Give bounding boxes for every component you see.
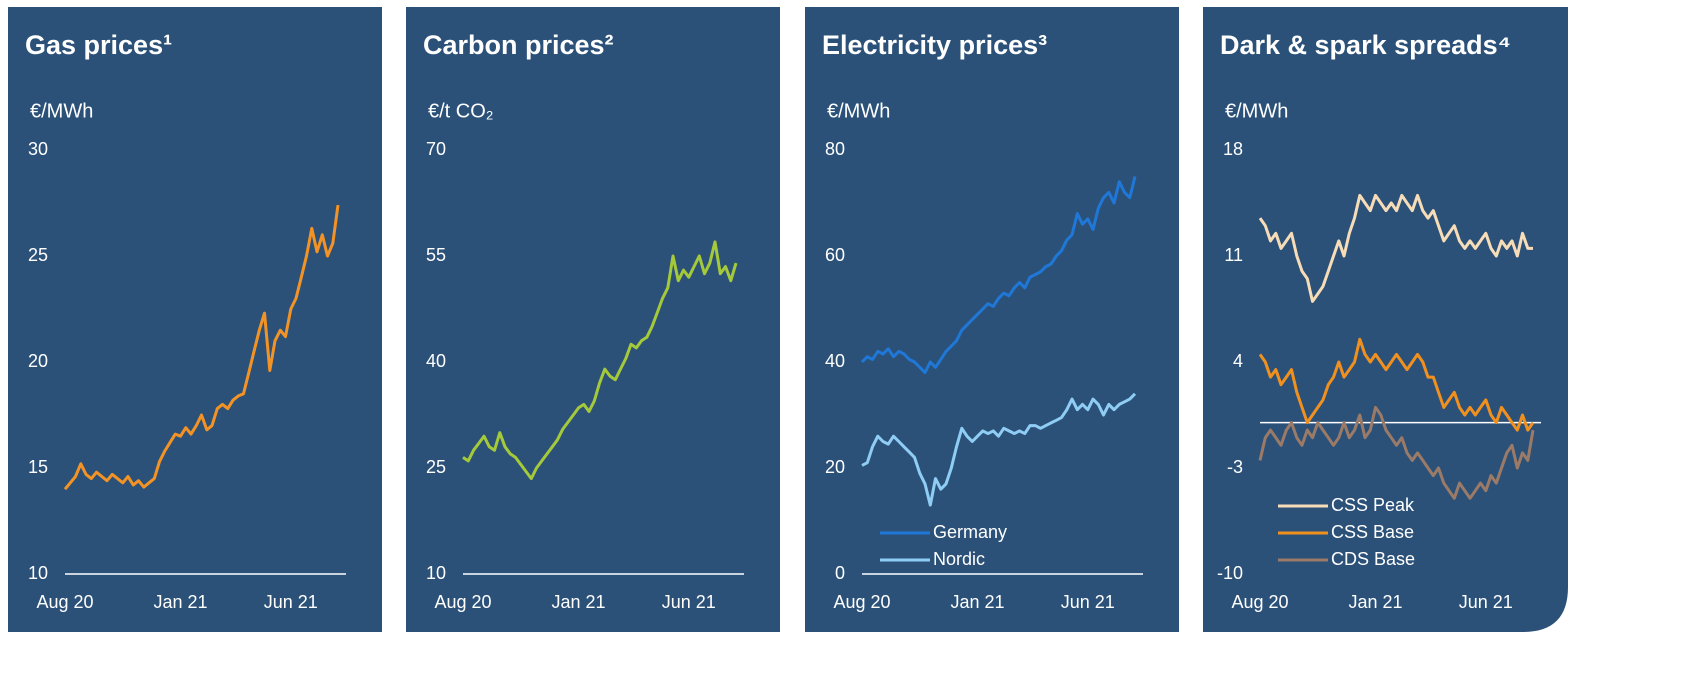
y-tick-label: 15 xyxy=(28,457,48,477)
x-tick-label: Aug 20 xyxy=(1231,592,1288,612)
x-tick-label: Jan 21 xyxy=(950,592,1004,612)
data-line xyxy=(63,204,340,491)
data-line xyxy=(861,392,1137,507)
legend-label: CDS Base xyxy=(1331,549,1415,569)
chart-title: Dark & spark spreads⁴ xyxy=(1220,30,1511,60)
chart-panel: Carbon prices² €/t CO₂ 10 25 40 55 70 Aug 20 Jan… xyxy=(406,7,780,632)
x-tick-label: Jun 21 xyxy=(264,592,318,612)
y-tick-label: 40 xyxy=(426,351,446,371)
x-tick-label: Aug 20 xyxy=(36,592,93,612)
legend-label: CSS Base xyxy=(1331,522,1414,542)
y-tick-label: 10 xyxy=(28,563,48,583)
data-line xyxy=(462,240,738,481)
y-axis-unit: €/MWh xyxy=(30,100,93,122)
x-tick-label: Jun 21 xyxy=(662,592,716,612)
y-tick-label: 25 xyxy=(28,245,48,265)
x-tick-label: Aug 20 xyxy=(833,592,890,612)
y-tick-label: 20 xyxy=(28,351,48,371)
data-line xyxy=(1258,405,1535,500)
y-tick-label: 80 xyxy=(825,139,845,159)
y-tick-label: -10 xyxy=(1217,563,1243,583)
y-axis-unit: €/MWh xyxy=(1225,100,1288,122)
y-tick-label: 18 xyxy=(1223,139,1243,159)
panel-background xyxy=(8,7,382,632)
chart-title: Gas prices¹ xyxy=(25,30,172,60)
y-tick-label: -3 xyxy=(1227,457,1243,477)
y-tick-label: 11 xyxy=(1224,245,1243,265)
chart-panel: Dark & spark spreads⁴ €/MWh -10 -3 4 11 18 Aug … xyxy=(1203,7,1568,632)
x-tick-label: Jan 21 xyxy=(1348,592,1402,612)
y-tick-label: 30 xyxy=(28,139,48,159)
x-tick-label: Jan 21 xyxy=(551,592,605,612)
x-tick-label: Jun 21 xyxy=(1459,592,1513,612)
y-tick-label: 40 xyxy=(825,351,845,371)
legend-label: Nordic xyxy=(933,549,985,569)
x-tick-label: Jun 21 xyxy=(1061,592,1115,612)
chart-title: Electricity prices³ xyxy=(822,30,1047,60)
x-tick-label: Aug 20 xyxy=(434,592,491,612)
chart-panel: Electricity prices³ €/MWh 0 20 40 60 80 Aug 20 J… xyxy=(805,7,1179,632)
data-line xyxy=(1258,193,1533,303)
panel-background xyxy=(1203,7,1568,632)
legend-label: CSS Peak xyxy=(1331,495,1415,515)
y-tick-label: 0 xyxy=(835,563,845,583)
y-tick-label: 25 xyxy=(426,457,446,477)
y-tick-label: 20 xyxy=(825,457,845,477)
panel-background xyxy=(406,7,780,632)
data-line xyxy=(860,176,1137,375)
y-tick-label: 55 xyxy=(426,245,446,265)
y-tick-label: 10 xyxy=(426,563,446,583)
y-axis-unit: €/t CO₂ xyxy=(428,100,494,122)
y-tick-label: 60 xyxy=(825,245,845,265)
data-line xyxy=(1258,337,1535,432)
x-tick-label: Jan 21 xyxy=(153,592,207,612)
y-tick-label: 4 xyxy=(1233,351,1243,371)
legend-label: Germany xyxy=(933,522,1007,542)
y-axis-unit: €/MWh xyxy=(827,100,890,122)
panel-background xyxy=(805,7,1179,632)
y-tick-label: 70 xyxy=(426,139,446,159)
chart-panel: Gas prices¹ €/MWh 10 15 20 25 30 Aug 20 Jan 21 Ju… xyxy=(8,7,382,632)
chart-title: Carbon prices² xyxy=(423,30,614,60)
